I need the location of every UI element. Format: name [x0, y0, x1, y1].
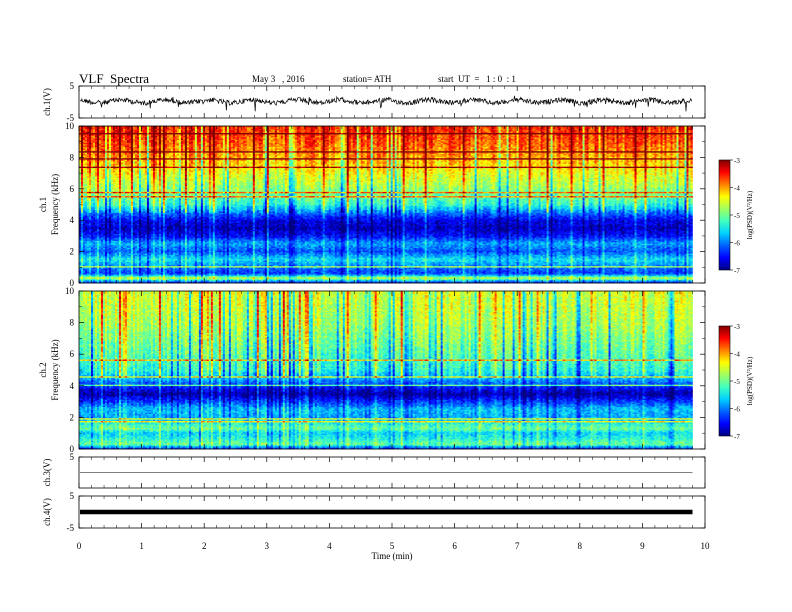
ch1-spectrogram-heatmap	[79, 126, 693, 283]
ch1-waveform-ylabel: ch.1(V)	[42, 88, 52, 116]
ch1-waveform-trace	[80, 96, 692, 112]
vlf-figure: 5-5ch.1(V)0246810ch.1 Frequency (kHz)-3-4…	[0, 0, 792, 612]
y-tick-label: 5	[70, 81, 75, 91]
